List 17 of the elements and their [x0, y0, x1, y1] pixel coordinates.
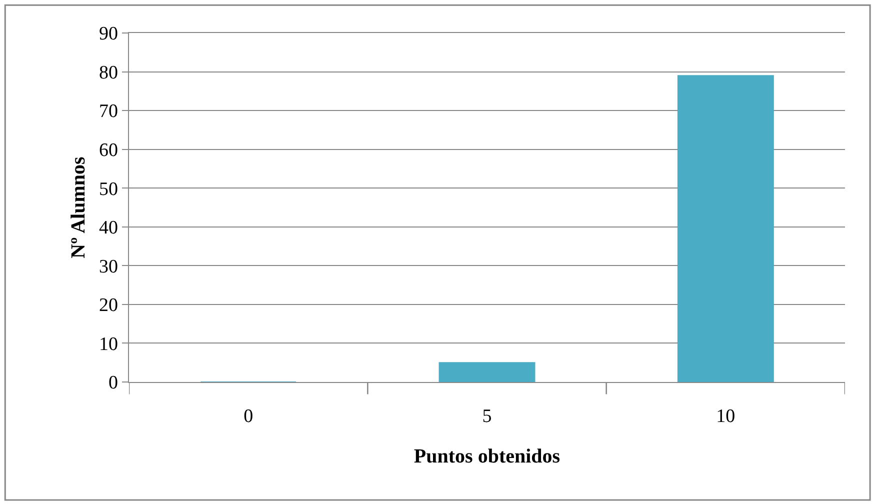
bar [677, 75, 774, 382]
x-tick-label: 0 [244, 406, 254, 427]
y-tick-label: 30 [99, 256, 118, 278]
x-axis-title: Puntos obtenidos [414, 445, 560, 468]
x-tick-label: 5 [482, 406, 492, 427]
y-tick-label: 90 [99, 24, 118, 45]
y-tick-label: 10 [99, 334, 118, 355]
y-tick-label: 70 [99, 101, 118, 122]
x-tick-label: 10 [716, 406, 736, 427]
y-tick-label: 80 [99, 62, 118, 84]
y-tick-label: 50 [99, 178, 118, 200]
bar [438, 362, 536, 382]
y-tick-label: 40 [99, 218, 118, 239]
y-axis-title: Nº Alumnos [68, 156, 90, 258]
y-tick-label: 60 [99, 140, 118, 161]
y-tick-label: 20 [99, 295, 118, 316]
y-tick-label: 0 [108, 372, 118, 394]
